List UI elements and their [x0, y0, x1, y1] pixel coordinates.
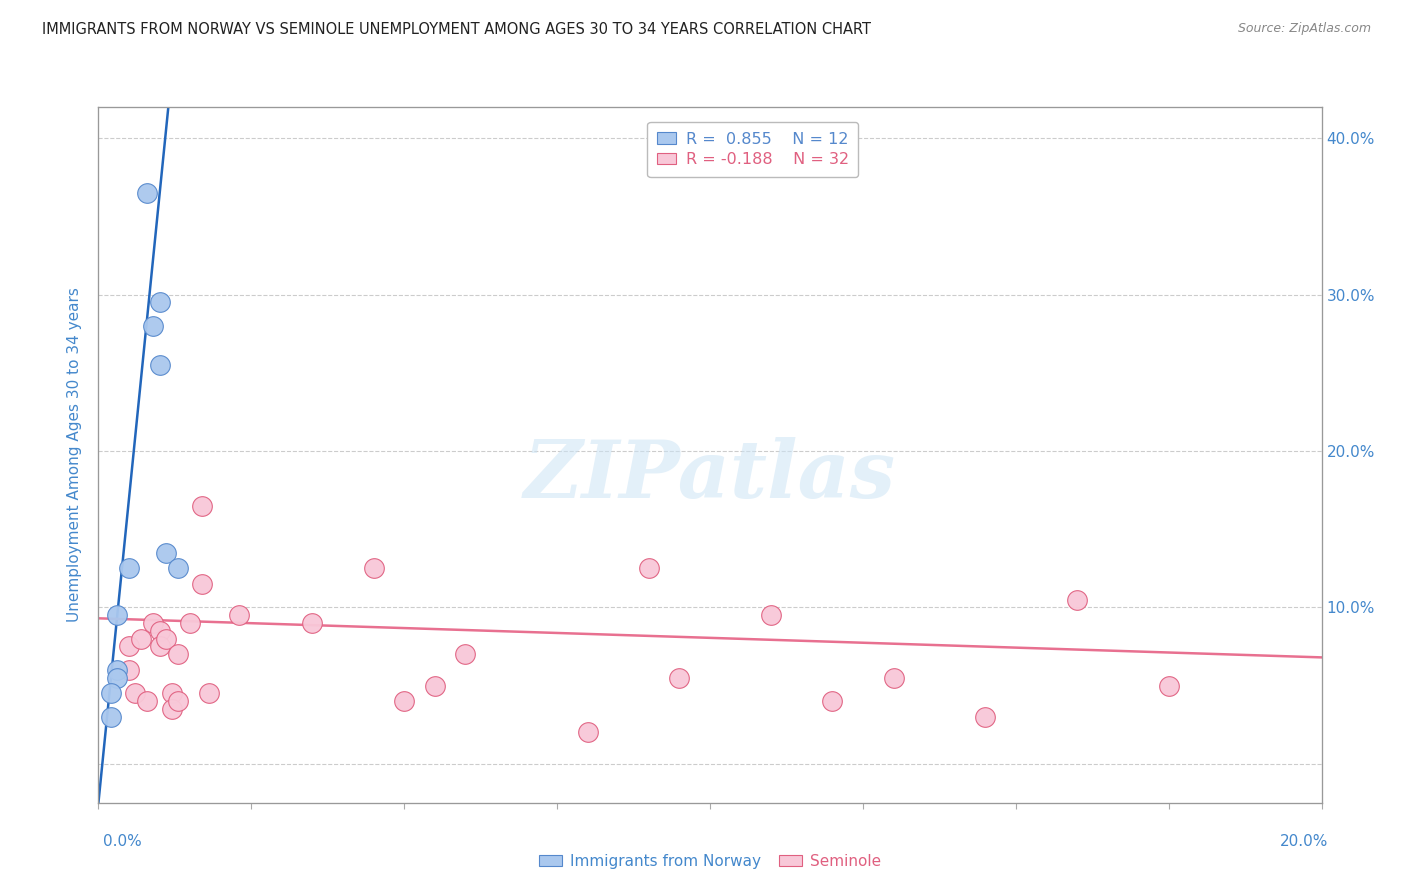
- Point: [160, 686, 183, 700]
- Point: [136, 186, 159, 200]
- Point: [392, 694, 416, 708]
- Point: [155, 546, 177, 560]
- Point: [1157, 679, 1180, 693]
- Point: [105, 671, 128, 685]
- Point: [149, 295, 172, 310]
- Point: [142, 615, 165, 630]
- Text: 0.0%: 0.0%: [103, 834, 142, 849]
- Point: [100, 710, 122, 724]
- Point: [118, 640, 141, 654]
- Point: [974, 710, 997, 724]
- Point: [423, 679, 446, 693]
- Point: [1066, 592, 1088, 607]
- Point: [167, 694, 190, 708]
- Point: [105, 663, 128, 677]
- Point: [363, 561, 385, 575]
- Point: [821, 694, 844, 708]
- Text: IMMIGRANTS FROM NORWAY VS SEMINOLE UNEMPLOYMENT AMONG AGES 30 TO 34 YEARS CORREL: IMMIGRANTS FROM NORWAY VS SEMINOLE UNEMP…: [42, 22, 872, 37]
- Text: 20.0%: 20.0%: [1281, 834, 1329, 849]
- Point: [118, 561, 141, 575]
- Text: ZIPatlas: ZIPatlas: [524, 437, 896, 515]
- Point: [105, 608, 128, 623]
- Point: [668, 671, 690, 685]
- Point: [454, 647, 477, 661]
- Point: [118, 663, 141, 677]
- Point: [149, 640, 172, 654]
- Point: [759, 608, 782, 623]
- Point: [167, 561, 190, 575]
- Point: [160, 702, 183, 716]
- Point: [228, 608, 250, 623]
- Point: [124, 686, 146, 700]
- Point: [883, 671, 905, 685]
- Point: [197, 686, 219, 700]
- Point: [149, 624, 172, 638]
- Point: [129, 632, 152, 646]
- Point: [179, 615, 201, 630]
- Legend: Immigrants from Norway, Seminole: Immigrants from Norway, Seminole: [533, 848, 887, 875]
- Y-axis label: Unemployment Among Ages 30 to 34 years: Unemployment Among Ages 30 to 34 years: [67, 287, 83, 623]
- Point: [191, 499, 214, 513]
- Point: [136, 694, 159, 708]
- Point: [191, 577, 214, 591]
- Point: [301, 615, 323, 630]
- Point: [576, 725, 599, 739]
- Point: [167, 647, 190, 661]
- Point: [155, 632, 177, 646]
- Point: [149, 358, 172, 372]
- Point: [142, 318, 165, 333]
- Text: Source: ZipAtlas.com: Source: ZipAtlas.com: [1237, 22, 1371, 36]
- Point: [100, 686, 122, 700]
- Point: [637, 561, 661, 575]
